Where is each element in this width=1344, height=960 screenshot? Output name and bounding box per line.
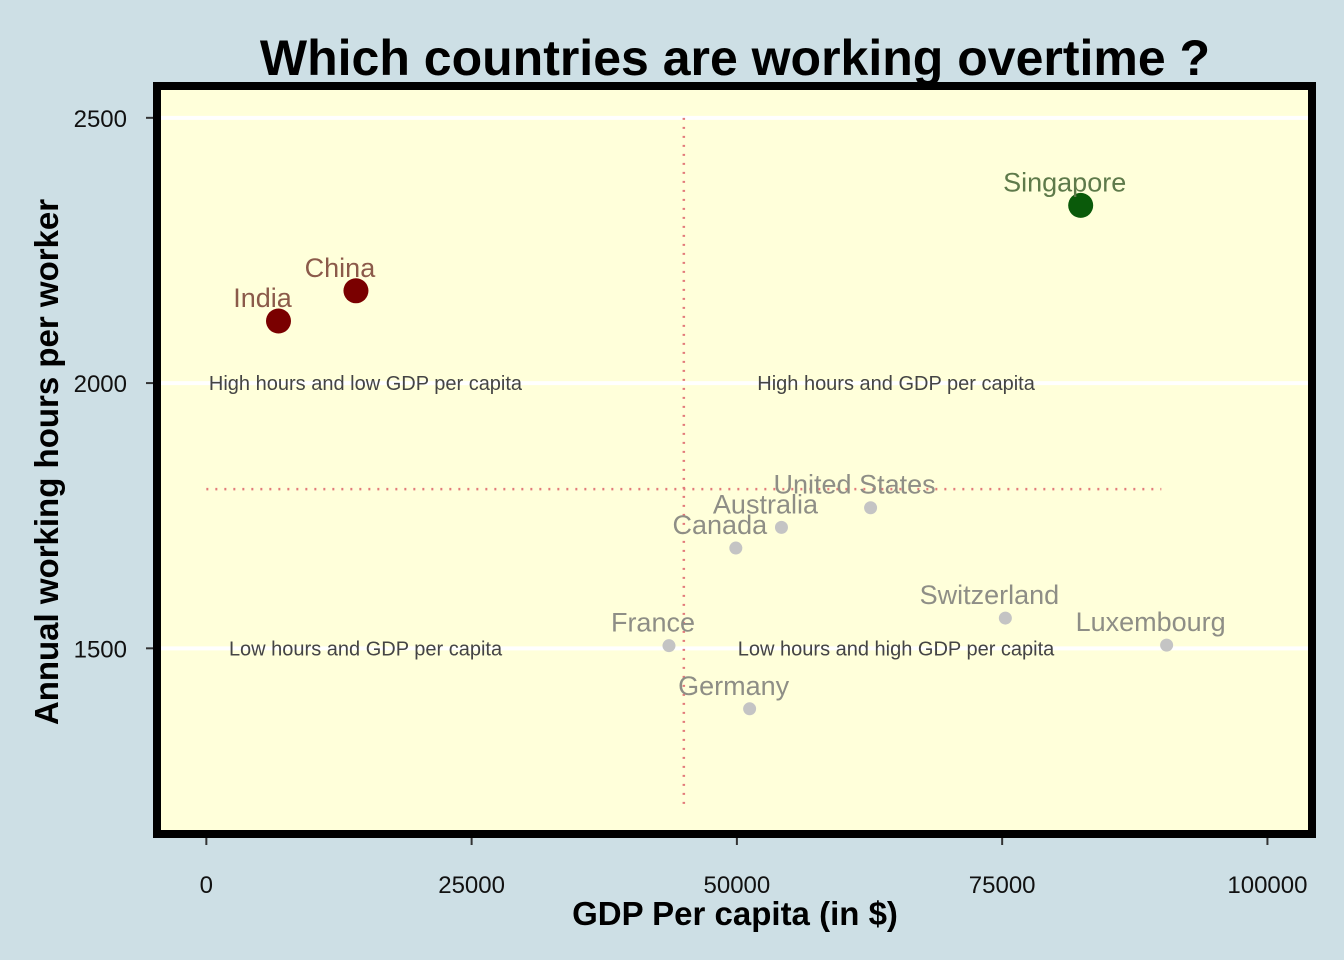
y-tick-label-1500: 1500 bbox=[74, 636, 127, 663]
y-axis: 1500 2000 2500 bbox=[74, 106, 153, 663]
point-label-germany: Germany bbox=[678, 671, 790, 701]
quadrant-labels: High hours and low GDP per capita High ho… bbox=[209, 373, 1055, 660]
point-label-canada: Canada bbox=[673, 510, 769, 540]
point-label-france: France bbox=[611, 608, 695, 638]
x-tick-label-75000: 75000 bbox=[969, 872, 1036, 899]
chart-title: Which countries are working overtime ? bbox=[260, 30, 1210, 86]
point-label-singapore: Singapore bbox=[1003, 167, 1126, 197]
point-label-switzerland: Switzerland bbox=[920, 580, 1060, 610]
point-label-australia: Australia bbox=[713, 489, 819, 519]
point-australia bbox=[774, 520, 788, 534]
quadrant-label-high-hours-and-gdp-per-capita: High hours and GDP per capita bbox=[757, 373, 1035, 395]
x-tick-label-100000: 100000 bbox=[1227, 872, 1307, 899]
x-axis-title: GDP Per capita (in $) bbox=[572, 895, 898, 932]
x-axis: 0 25000 50000 75000 100000 bbox=[200, 838, 1307, 899]
y-tick-label-2000: 2000 bbox=[74, 371, 127, 398]
point-label-luxembourg: Luxembourg bbox=[1076, 607, 1226, 637]
point-label-india: India bbox=[233, 283, 293, 313]
y-tick-label-2500: 2500 bbox=[74, 106, 127, 133]
x-tick-label-25000: 25000 bbox=[438, 872, 505, 899]
point-france bbox=[662, 639, 676, 653]
data-points bbox=[265, 192, 1174, 716]
plot-panel bbox=[157, 86, 1312, 834]
point-luxembourg bbox=[1160, 638, 1174, 652]
y-axis-title: Annual working hours per worker bbox=[28, 199, 65, 725]
point-label-china: China bbox=[305, 253, 377, 283]
x-tick-label-0: 0 bbox=[200, 872, 213, 899]
point-label-united-states: United States bbox=[774, 470, 936, 500]
reference-lines bbox=[206, 117, 1162, 808]
point-switzerland bbox=[998, 611, 1012, 625]
point-india bbox=[265, 308, 291, 334]
quadrant-label-low-hours-and-high-gdp-per-capita: Low hours and high GDP per capita bbox=[738, 638, 1055, 660]
quadrant-label-low-hours-and-gdp-per-capita: Low hours and GDP per capita bbox=[229, 638, 503, 660]
point-labels: India China Singapore United StatesAustrali… bbox=[233, 167, 1225, 700]
point-china bbox=[343, 278, 369, 304]
quadrant-label-high-hours-and-low-gdp-per-capita: High hours and low GDP per capita bbox=[209, 373, 523, 395]
grid-lines bbox=[157, 115, 1312, 651]
point-united-states bbox=[864, 501, 878, 515]
point-canada bbox=[729, 541, 743, 555]
point-germany bbox=[743, 702, 757, 716]
point-singapore bbox=[1068, 192, 1094, 218]
x-tick-label-50000: 50000 bbox=[704, 872, 771, 899]
plot-border bbox=[153, 82, 1316, 838]
